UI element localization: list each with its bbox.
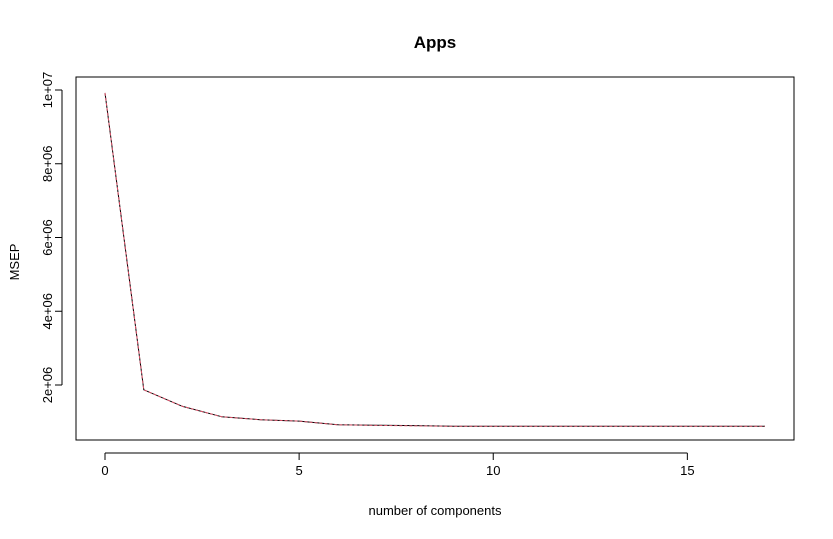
y-axis-label: MSEP bbox=[7, 244, 22, 281]
x-tick-label: 10 bbox=[486, 463, 500, 478]
plot-frame bbox=[75, 76, 795, 441]
y-tick-label: 6e+06 bbox=[40, 219, 55, 256]
x-tick-label: 0 bbox=[101, 463, 108, 478]
series-line-dashed bbox=[104, 92, 765, 427]
x-axis-label: number of components bbox=[369, 503, 502, 518]
y-tick-label: 1e+07 bbox=[40, 72, 55, 109]
y-tick-label: 2e+06 bbox=[40, 367, 55, 404]
series-line-solid bbox=[104, 92, 765, 427]
chart-title: Apps bbox=[414, 33, 457, 52]
x-tick-label: 5 bbox=[296, 463, 303, 478]
y-tick-label: 8e+06 bbox=[40, 145, 55, 182]
x-tick-label: 15 bbox=[680, 463, 694, 478]
y-tick-label: 4e+06 bbox=[40, 293, 55, 330]
